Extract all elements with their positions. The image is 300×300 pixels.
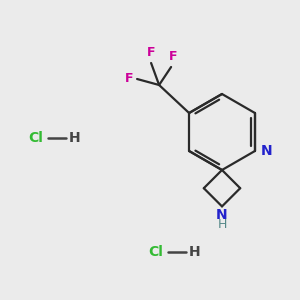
Text: H: H (69, 131, 81, 145)
Text: F: F (147, 46, 155, 59)
Text: Cl: Cl (28, 131, 43, 145)
Text: H: H (217, 218, 227, 231)
Text: F: F (169, 50, 177, 63)
Text: N: N (261, 144, 272, 158)
Text: F: F (124, 73, 133, 85)
Text: Cl: Cl (148, 245, 163, 259)
Text: N: N (216, 208, 228, 222)
Text: H: H (189, 245, 201, 259)
